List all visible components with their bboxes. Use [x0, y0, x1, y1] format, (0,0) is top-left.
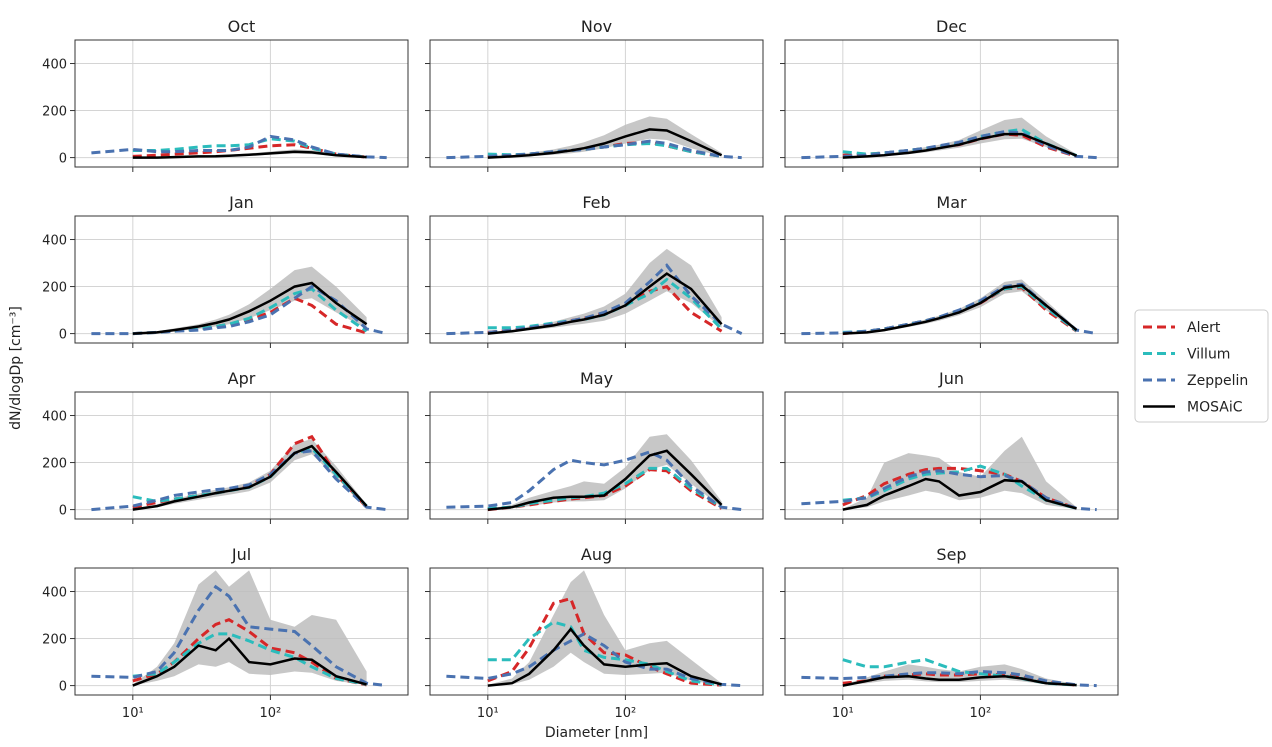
series-line — [132, 618, 367, 687]
series-line — [446, 450, 742, 512]
y-tick-label: 0 — [59, 504, 67, 519]
series-line — [132, 446, 368, 508]
series-line — [801, 130, 1097, 160]
range-band — [842, 436, 1077, 510]
series-line — [842, 466, 1078, 510]
series-line — [842, 477, 1077, 511]
series-line — [446, 139, 742, 160]
subplot: Mar — [780, 193, 1119, 348]
series-line — [487, 596, 722, 687]
axes-frame — [784, 39, 1119, 168]
y-tick-label: 0 — [59, 680, 67, 695]
y-tick-label: 200 — [42, 457, 67, 472]
x-tick-label: 10² — [970, 706, 992, 721]
subplot-title: Jul — [231, 545, 251, 564]
series-line — [842, 674, 1077, 687]
x-tick-label: 10¹ — [122, 706, 144, 721]
y-tick-label: 200 — [42, 633, 67, 648]
subplot-title: Dec — [936, 17, 967, 36]
subplot: Feb — [425, 193, 764, 348]
range-band — [132, 570, 367, 686]
legend-label: Villum — [1187, 347, 1230, 363]
subplot-title: Nov — [581, 17, 612, 36]
range-band — [487, 248, 722, 334]
axes-frame — [784, 567, 1119, 696]
series-line — [487, 128, 723, 159]
subplot: Oct 0 200 400 — [42, 17, 409, 172]
subplot-title: Mar — [936, 193, 967, 212]
subplot-title: Jun — [938, 369, 964, 388]
axes-frame — [74, 567, 409, 696]
axes-frame — [429, 567, 764, 696]
subplot: Jan 0 200 400 dN/dlogDp [cm⁻³] — [8, 193, 409, 430]
legend-label: Alert — [1187, 320, 1221, 336]
series-line — [91, 134, 387, 160]
y-tick-label: 0 — [59, 328, 67, 343]
subplot-title: Jan — [228, 193, 254, 212]
series-line — [801, 669, 1097, 688]
series-line — [487, 627, 722, 687]
x-tick-label: 10² — [615, 706, 637, 721]
y-tick-label: 400 — [42, 58, 67, 73]
axes-frame — [784, 215, 1119, 344]
series-line — [446, 263, 743, 336]
axes-frame — [74, 391, 409, 520]
range-band — [487, 116, 722, 158]
series-line — [132, 632, 367, 686]
subplot: Jun — [780, 369, 1119, 524]
subplot-title: Oct — [228, 17, 256, 36]
subplot-title: Apr — [228, 369, 256, 388]
legend: Alert Villum Zeppelin MOSAiC — [1134, 309, 1269, 423]
series-line — [801, 469, 1097, 512]
legend-label: Zeppelin — [1187, 373, 1248, 389]
y-tick-label: 0 — [59, 152, 67, 167]
subplot: Aug 10¹ 10² Diameter [nm] — [425, 545, 764, 741]
series-line — [842, 132, 1078, 159]
series-line — [487, 449, 723, 511]
subplot-title: May — [580, 369, 613, 388]
x-tick-label: 10¹ — [832, 706, 854, 721]
legend-label: MOSAiC — [1187, 400, 1243, 416]
subplot: Dec — [780, 17, 1119, 172]
y-tick-label: 400 — [42, 234, 67, 249]
subplot-title: Feb — [582, 193, 610, 212]
x-tick-label: 10² — [260, 706, 282, 721]
y-tick-label: 400 — [42, 410, 67, 425]
subplot: Apr 0 200 400 — [42, 369, 409, 524]
subplot: Sep 10¹ 10² — [780, 545, 1119, 721]
axes-frame — [784, 391, 1119, 520]
axes-frame — [74, 39, 409, 168]
range-band — [842, 117, 1077, 158]
subplot-title: Sep — [936, 545, 966, 564]
series-line — [132, 636, 367, 687]
subplot: Nov — [425, 17, 764, 172]
series-line — [91, 584, 387, 688]
range-band — [487, 434, 722, 510]
subplot: May — [425, 369, 764, 524]
y-tick-label: 200 — [42, 281, 67, 296]
axes-frame — [74, 215, 409, 344]
series-line — [487, 272, 723, 335]
legend-box — [1134, 309, 1269, 423]
axes-frame — [429, 215, 764, 344]
axes-frame — [429, 39, 764, 168]
x-tick-label: 10¹ — [477, 706, 499, 721]
y-axis-label: dN/dlogDp [cm⁻³] — [8, 306, 24, 430]
series-line — [446, 632, 742, 688]
series-line — [132, 150, 367, 159]
axes-frame — [429, 391, 764, 520]
y-tick-label: 400 — [42, 586, 67, 601]
y-tick-label: 200 — [42, 105, 67, 120]
subplot: Jul 0 200 400 10¹ 10² — [42, 545, 409, 721]
series-line — [132, 281, 368, 335]
series-line — [132, 444, 368, 511]
subplot-title: Aug — [581, 545, 612, 564]
x-axis-label: Diameter [nm] — [545, 725, 648, 741]
series-line — [842, 284, 1078, 335]
series-line — [487, 620, 722, 687]
